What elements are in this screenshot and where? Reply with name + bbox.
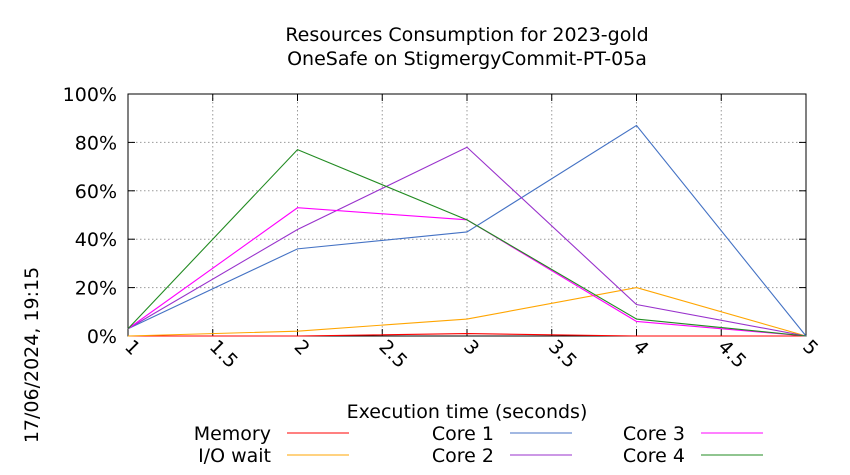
- legend-label-core-2: Core 2: [432, 445, 494, 467]
- chart-title: Resources Consumption for 2023-gold: [285, 24, 648, 46]
- y-tick-label: 60%: [75, 181, 117, 203]
- y-tick-label: 80%: [75, 132, 117, 154]
- x-tick-label: 3.5: [544, 336, 581, 373]
- y-tick-label: 100%: [63, 84, 117, 106]
- chart-subtitle: OneSafe on StigmergyCommit-PT-05a: [287, 48, 647, 70]
- series-line-core-4: [127, 149, 807, 337]
- legend-label-memory: Memory: [194, 423, 271, 445]
- y-tick-label: 20%: [75, 278, 117, 300]
- timestamp-label: 17/06/2024, 19:15: [21, 267, 43, 443]
- x-tick-label: 4.5: [713, 336, 750, 373]
- y-tick-label: 0%: [87, 326, 117, 348]
- series-line-memory: [128, 333, 806, 337]
- x-tick-label: 5: [798, 336, 822, 360]
- series-lines: [127, 124, 807, 337]
- x-tick-label: 2: [290, 336, 314, 360]
- axis-ticks: 0% 20% 40% 60% 80% 100% 1 1.5 2 2.5 3 3.5 4 4.5 5: [63, 84, 823, 373]
- x-tick-label: 1: [120, 336, 144, 360]
- legend-label-i-o-wait: I/O wait: [198, 445, 271, 467]
- legend-label-core-3: Core 3: [623, 423, 685, 445]
- grid: [128, 94, 806, 336]
- legend-label-core-4: Core 4: [623, 445, 685, 467]
- x-axis-label: Execution time (seconds): [347, 401, 588, 423]
- series-line-core-1: [127, 124, 807, 337]
- series-line-i-o-wait: [127, 287, 807, 337]
- x-tick-label: 3: [459, 336, 483, 360]
- x-tick-label: 2.5: [374, 336, 411, 373]
- legend-label-core-1: Core 1: [432, 423, 494, 445]
- y-tick-label: 40%: [75, 229, 117, 251]
- series-line-core-2: [127, 146, 807, 337]
- x-tick-label: 1.5: [205, 336, 242, 373]
- x-tick-label: 4: [629, 336, 653, 360]
